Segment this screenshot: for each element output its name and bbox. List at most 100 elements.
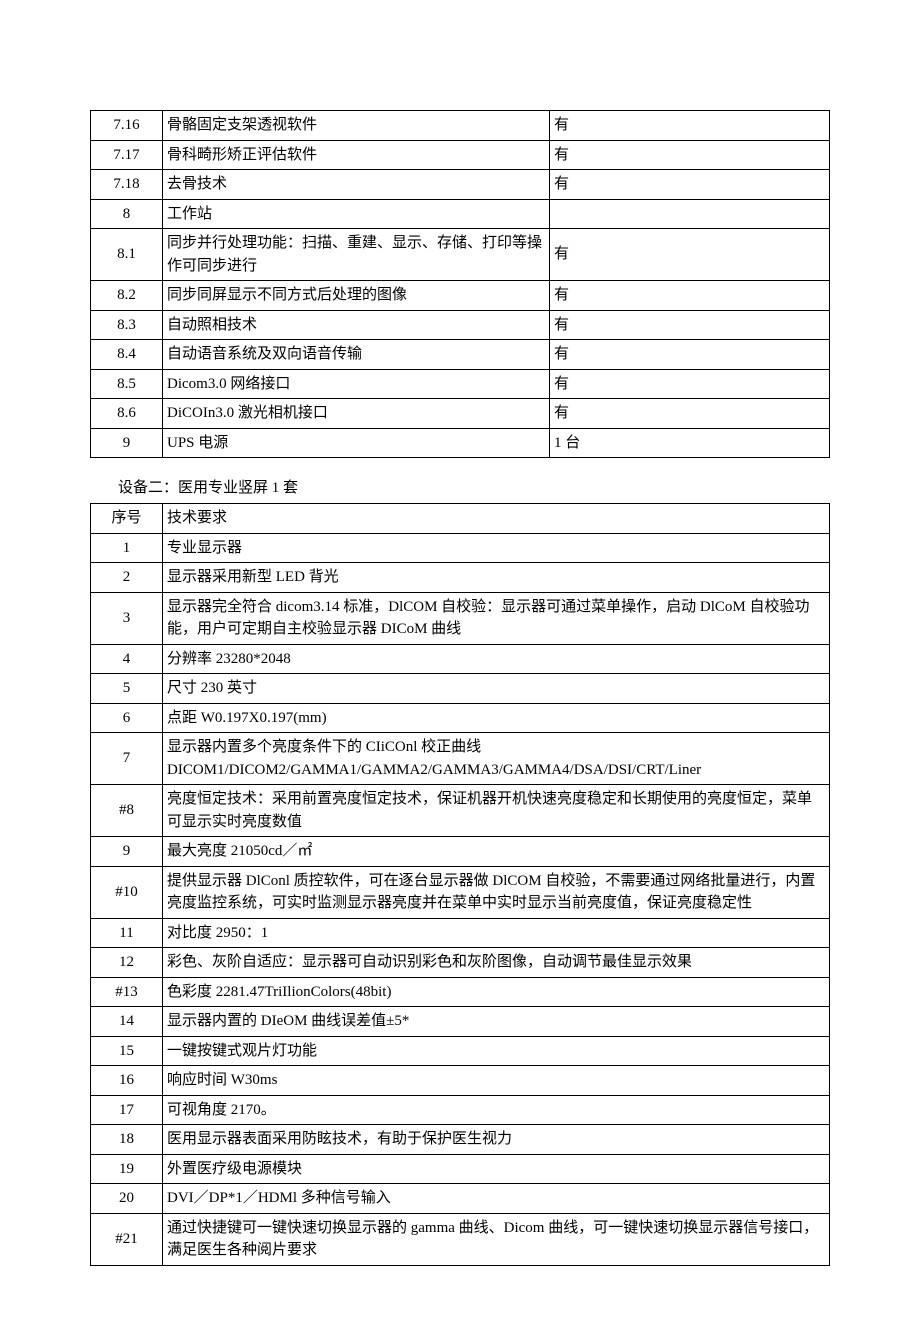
row-value: 有 bbox=[550, 170, 830, 200]
row-desc: 对比度 2950：1 bbox=[163, 918, 830, 948]
row-desc: 可视角度 2170。 bbox=[163, 1095, 830, 1125]
row-desc: 尺寸 230 英寸 bbox=[163, 674, 830, 704]
table-row: 8.6DiCOIn3.0 激光相机接口有 bbox=[91, 399, 830, 429]
row-desc: 最大亮度 21050cd／㎡ bbox=[163, 837, 830, 867]
row-number: 16 bbox=[91, 1066, 163, 1096]
row-number: 7.17 bbox=[91, 140, 163, 170]
row-desc: DiCOIn3.0 激光相机接口 bbox=[163, 399, 550, 429]
row-desc: 点距 W0.197X0.197(mm) bbox=[163, 703, 830, 733]
header-desc: 技术要求 bbox=[163, 504, 830, 534]
row-desc: UPS 电源 bbox=[163, 428, 550, 458]
row-number: 2 bbox=[91, 563, 163, 593]
table-row: 9UPS 电源1 台 bbox=[91, 428, 830, 458]
row-number: 18 bbox=[91, 1125, 163, 1155]
table-row: 8工作站 bbox=[91, 199, 830, 229]
row-value: 有 bbox=[550, 399, 830, 429]
row-desc: 一键按键式观片灯功能 bbox=[163, 1036, 830, 1066]
row-desc: 分辨率 23280*2048 bbox=[163, 644, 830, 674]
table-row: 4分辨率 23280*2048 bbox=[91, 644, 830, 674]
table-row: 12彩色、灰阶自适应：显示器可自动识别彩色和灰阶图像，自动调节最佳显示效果 bbox=[91, 948, 830, 978]
table-row: 8.1同步并行处理功能：扫描、重建、显示、存储、打印等操作可同步进行有 bbox=[91, 229, 830, 281]
row-desc: Dicom3.0 网络接口 bbox=[163, 369, 550, 399]
table-row: 6点距 W0.197X0.197(mm) bbox=[91, 703, 830, 733]
header-number: 序号 bbox=[91, 504, 163, 534]
row-desc: 显示器完全符合 dicom3.14 标准，DlCOM 自校验：显示器可通过菜单操… bbox=[163, 592, 830, 644]
table-row: #10提供显示器 DlConl 质控软件，可在逐台显示器做 DlCOM 自校验，… bbox=[91, 866, 830, 918]
row-number: 8.3 bbox=[91, 310, 163, 340]
row-value: 有 bbox=[550, 369, 830, 399]
row-desc: 提供显示器 DlConl 质控软件，可在逐台显示器做 DlCOM 自校验，不需要… bbox=[163, 866, 830, 918]
table-row: 8.4自动语音系统及双向语音传输有 bbox=[91, 340, 830, 370]
row-number: 17 bbox=[91, 1095, 163, 1125]
table-row: #13色彩度 2281.47TriIlionColors(48bit) bbox=[91, 977, 830, 1007]
table-row: 7.17骨科畸形矫正评估软件有 bbox=[91, 140, 830, 170]
row-desc: 彩色、灰阶自适应：显示器可自动识别彩色和灰阶图像，自动调节最佳显示效果 bbox=[163, 948, 830, 978]
row-desc: 色彩度 2281.47TriIlionColors(48bit) bbox=[163, 977, 830, 1007]
table-row: 7.16骨骼固定支架透视软件有 bbox=[91, 111, 830, 141]
table-row: 3显示器完全符合 dicom3.14 标准，DlCOM 自校验：显示器可通过菜单… bbox=[91, 592, 830, 644]
row-desc: 外置医疗级电源模块 bbox=[163, 1154, 830, 1184]
row-number: #8 bbox=[91, 785, 163, 837]
row-number: #10 bbox=[91, 866, 163, 918]
row-number: 8.2 bbox=[91, 281, 163, 311]
row-number: 8.4 bbox=[91, 340, 163, 370]
table-row: 8.3自动照相技术有 bbox=[91, 310, 830, 340]
row-desc: 自动语音系统及双向语音传输 bbox=[163, 340, 550, 370]
row-number: 5 bbox=[91, 674, 163, 704]
table-row: #21通过快捷键可一键快速切换显示器的 gamma 曲线、Dicom 曲线，可一… bbox=[91, 1213, 830, 1265]
row-desc: 工作站 bbox=[163, 199, 550, 229]
row-number: 9 bbox=[91, 837, 163, 867]
row-number: 8.5 bbox=[91, 369, 163, 399]
row-number: 6 bbox=[91, 703, 163, 733]
table-row: 8.5Dicom3.0 网络接口有 bbox=[91, 369, 830, 399]
table-row: 15一键按键式观片灯功能 bbox=[91, 1036, 830, 1066]
table-row: 1专业显示器 bbox=[91, 533, 830, 563]
row-number: 3 bbox=[91, 592, 163, 644]
row-value: 1 台 bbox=[550, 428, 830, 458]
row-number: 8.6 bbox=[91, 399, 163, 429]
table-row: 19外置医疗级电源模块 bbox=[91, 1154, 830, 1184]
row-number: #21 bbox=[91, 1213, 163, 1265]
row-desc: 通过快捷键可一键快速切换显示器的 gamma 曲线、Dicom 曲线，可一键快速… bbox=[163, 1213, 830, 1265]
row-desc: 骨科畸形矫正评估软件 bbox=[163, 140, 550, 170]
table-row: 18医用显示器表面采用防眩技术，有助于保护医生视力 bbox=[91, 1125, 830, 1155]
row-desc: 专业显示器 bbox=[163, 533, 830, 563]
table-row: 11对比度 2950：1 bbox=[91, 918, 830, 948]
row-value: 有 bbox=[550, 281, 830, 311]
row-value: 有 bbox=[550, 340, 830, 370]
table-row: 8.2同步同屏显示不同方式后处理的图像有 bbox=[91, 281, 830, 311]
spec-table-1: 7.16骨骼固定支架透视软件有 7.17骨科畸形矫正评估软件有 7.18去骨技术… bbox=[90, 110, 830, 458]
row-number: 20 bbox=[91, 1184, 163, 1214]
section-2-title: 设备二：医用专业竖屏 1 套 bbox=[90, 476, 830, 500]
table-row: 5尺寸 230 英寸 bbox=[91, 674, 830, 704]
row-number: 7 bbox=[91, 733, 163, 785]
row-desc: 自动照相技术 bbox=[163, 310, 550, 340]
row-desc: 同步同屏显示不同方式后处理的图像 bbox=[163, 281, 550, 311]
table-row: 7显示器内置多个亮度条件下的 CIiCOnl 校正曲线DICOM1/DICOM2… bbox=[91, 733, 830, 785]
row-number: 15 bbox=[91, 1036, 163, 1066]
row-desc: 医用显示器表面采用防眩技术，有助于保护医生视力 bbox=[163, 1125, 830, 1155]
row-desc: 显示器内置多个亮度条件下的 CIiCOnl 校正曲线DICOM1/DICOM2/… bbox=[163, 733, 830, 785]
row-value: 有 bbox=[550, 310, 830, 340]
row-desc: 显示器采用新型 LED 背光 bbox=[163, 563, 830, 593]
row-number: 4 bbox=[91, 644, 163, 674]
row-number: 14 bbox=[91, 1007, 163, 1037]
row-number: 8.1 bbox=[91, 229, 163, 281]
table-header-row: 序号技术要求 bbox=[91, 504, 830, 534]
row-number: 1 bbox=[91, 533, 163, 563]
row-value: 有 bbox=[550, 111, 830, 141]
table-row: 17可视角度 2170。 bbox=[91, 1095, 830, 1125]
row-value: 有 bbox=[550, 140, 830, 170]
table-row: 7.18去骨技术有 bbox=[91, 170, 830, 200]
table-row: 14显示器内置的 DIeOM 曲线误差值±5* bbox=[91, 1007, 830, 1037]
row-value bbox=[550, 199, 830, 229]
table-row: 20DVI／DP*1／HDMl 多种信号输入 bbox=[91, 1184, 830, 1214]
row-number: 11 bbox=[91, 918, 163, 948]
row-number: 9 bbox=[91, 428, 163, 458]
table-row: 2显示器采用新型 LED 背光 bbox=[91, 563, 830, 593]
table-row: 9最大亮度 21050cd／㎡ bbox=[91, 837, 830, 867]
row-desc: 亮度恒定技术：采用前置亮度恒定技术，保证机器开机快速亮度稳定和长期使用的亮度恒定… bbox=[163, 785, 830, 837]
row-desc: 去骨技术 bbox=[163, 170, 550, 200]
row-number: 12 bbox=[91, 948, 163, 978]
row-desc: 骨骼固定支架透视软件 bbox=[163, 111, 550, 141]
